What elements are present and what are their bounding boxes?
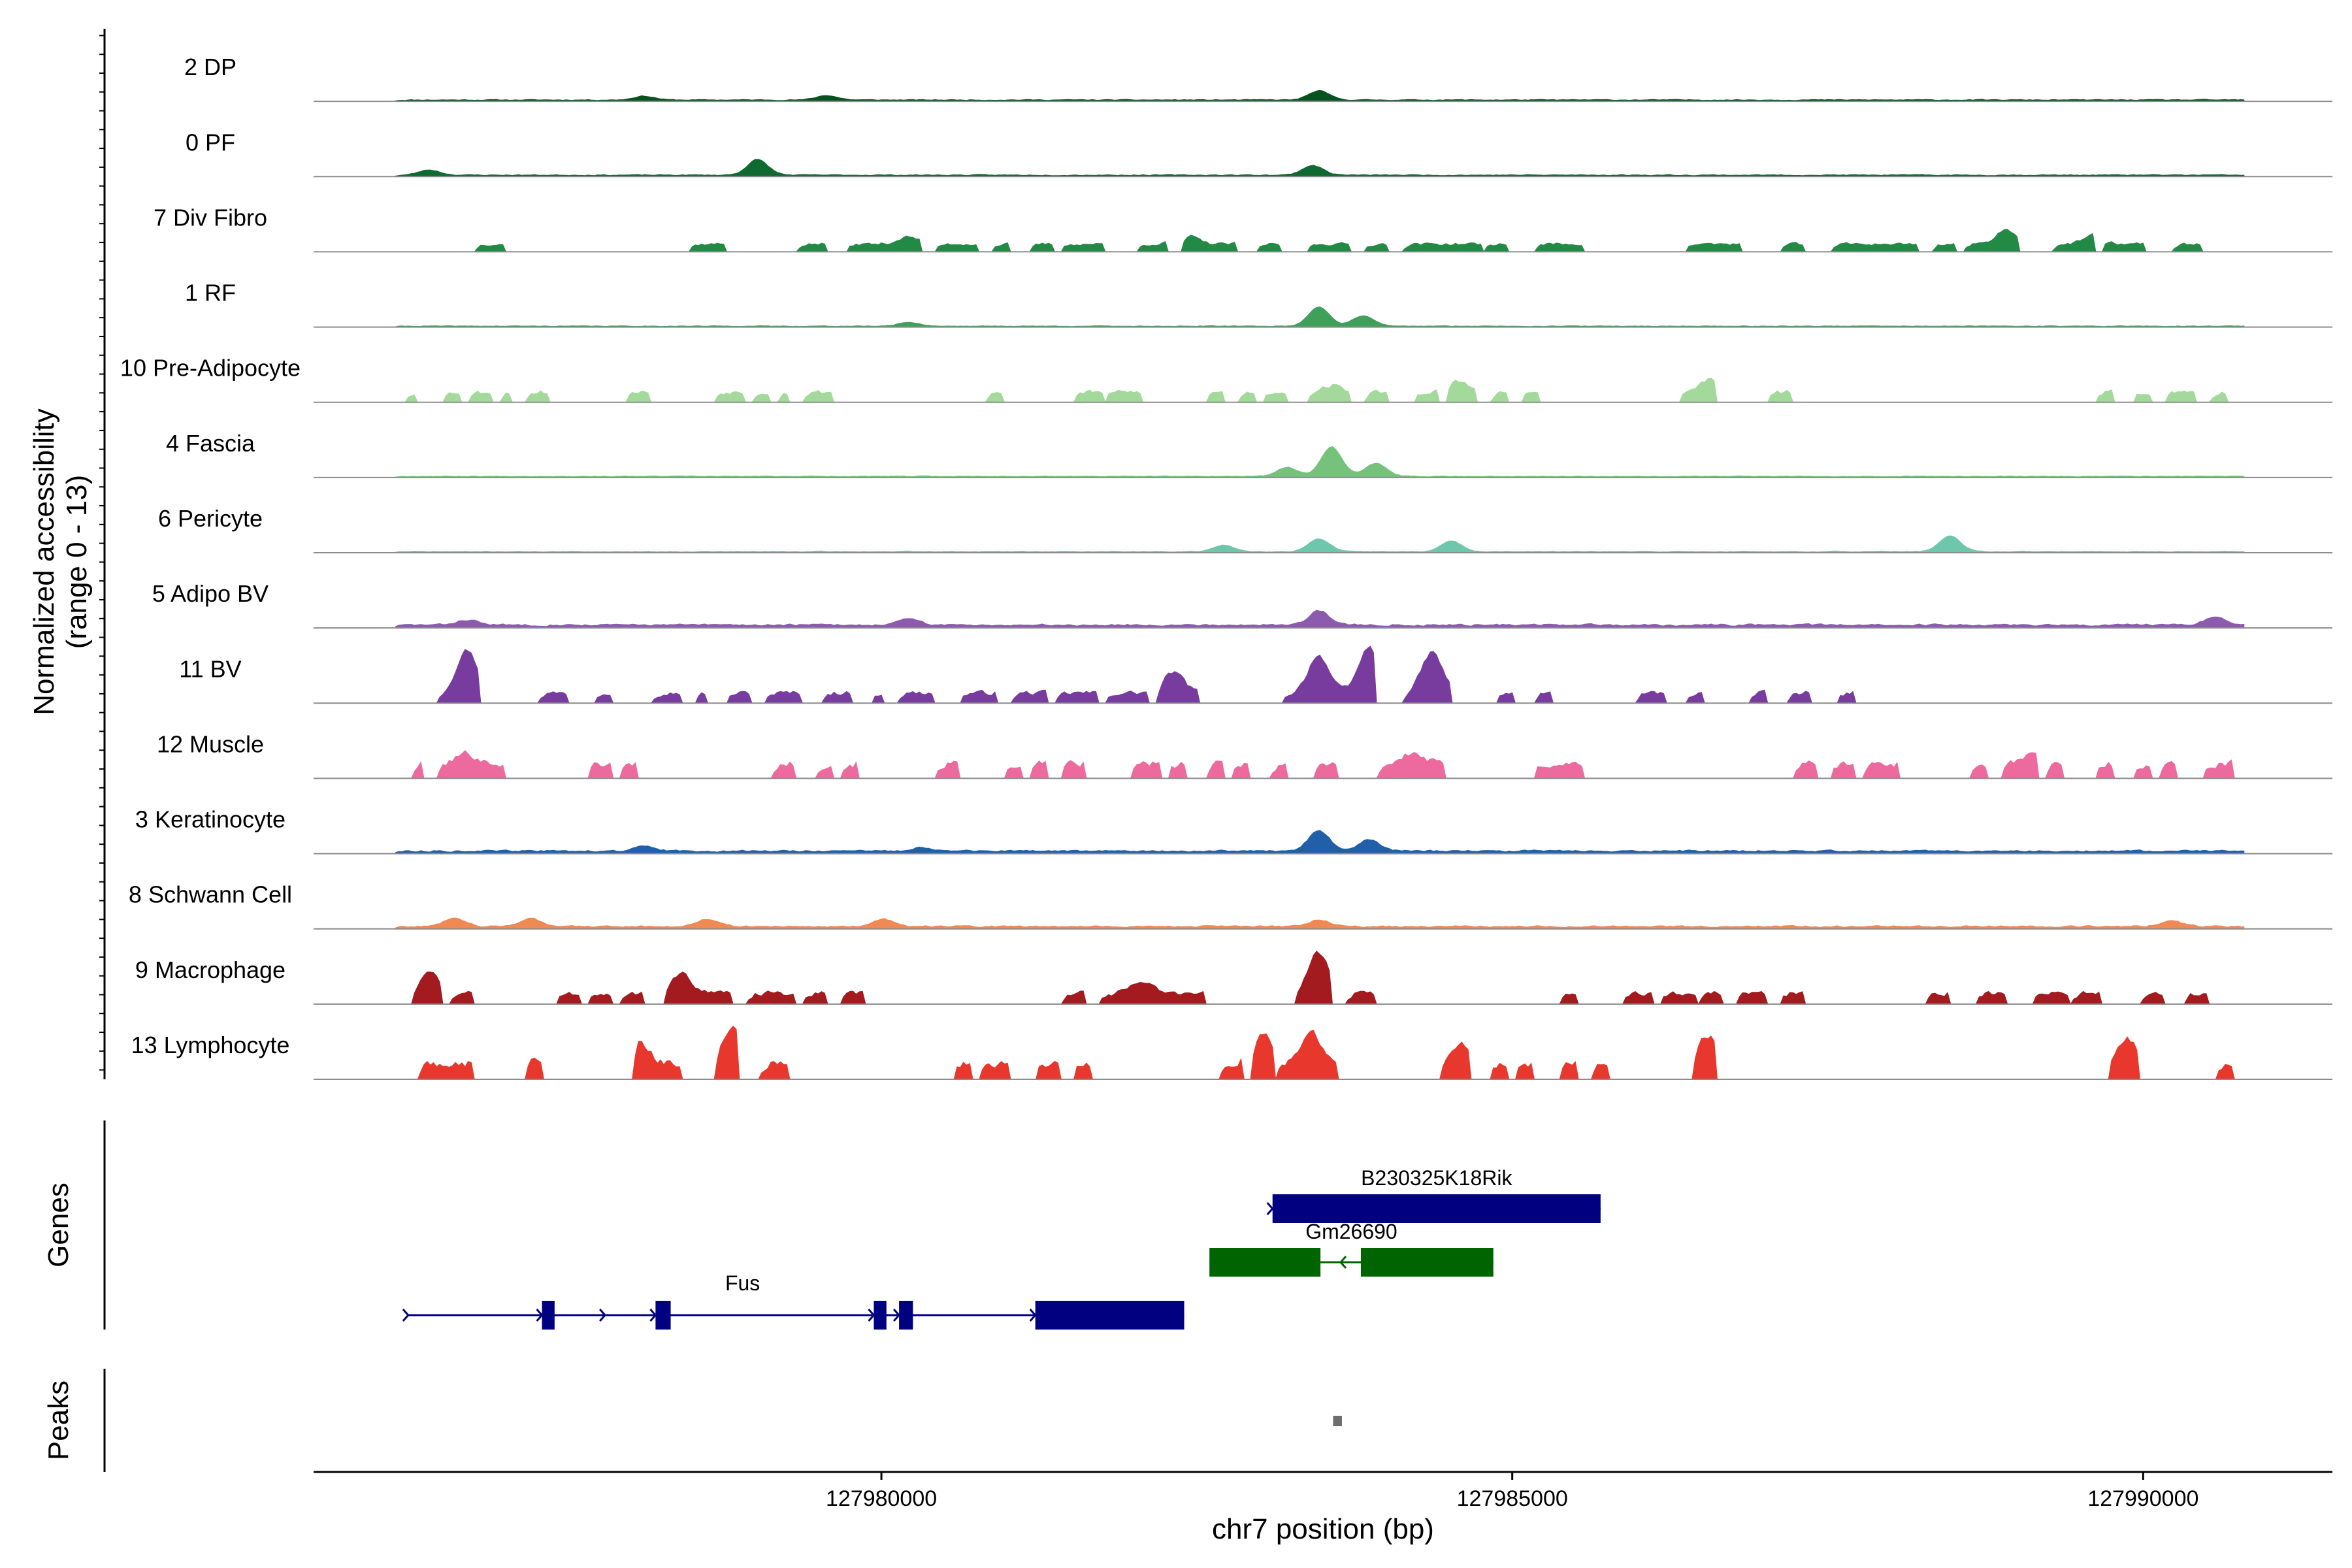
track-label: 12 Muscle — [157, 730, 264, 757]
track-label: 10 Pre-Adipocyte — [120, 355, 301, 382]
track-label: 13 Lymphocyte — [131, 1032, 290, 1058]
coverage-area — [395, 830, 2245, 855]
coverage-area — [395, 535, 2245, 553]
track-label: 0 PF — [186, 129, 235, 155]
x-tick-label: 127985000 — [1457, 1486, 1568, 1511]
x-tick-label: 127980000 — [826, 1486, 937, 1511]
peaks-label: Peaks — [42, 1380, 74, 1460]
track-label: 4 Fascia — [166, 430, 255, 457]
strand-arrow — [402, 1309, 410, 1322]
gene-label: Gm26690 — [1305, 1220, 1397, 1243]
gene-exon — [1360, 1248, 1494, 1277]
track-4-fascia: 4 Fascia — [166, 430, 2332, 478]
y-axis-title: Normalized accessibility — [28, 408, 60, 715]
gene-fus: Fus — [402, 1271, 1184, 1330]
track-11-bv: 11 BV — [179, 645, 2332, 704]
coverage-area — [395, 159, 2245, 177]
x-axis-title: chr7 position (bp) — [1212, 1513, 1434, 1545]
gene-exon — [542, 1301, 555, 1330]
gene-annotation-panel: B230325K18Rik Gm26690 Fus — [402, 1166, 1601, 1330]
x-tick-label: 127990000 — [2087, 1486, 2198, 1511]
track-2-dp: 2 DP — [184, 54, 2332, 103]
coverage-area — [395, 610, 2245, 629]
track-3-keratinocyte: 3 Keratinocyte — [135, 806, 2332, 855]
track-12-muscle: 12 Muscle — [157, 730, 2332, 779]
strand-arrow — [1339, 1256, 1347, 1269]
track-10-pre-adipocyte: 10 Pre-Adipocyte — [120, 355, 2332, 404]
coverage-area — [395, 446, 2245, 478]
gene-label: B230325K18Rik — [1361, 1166, 1512, 1190]
gene-label: Fus — [725, 1271, 760, 1295]
gene-exon — [899, 1301, 913, 1330]
peak-region — [1333, 1416, 1342, 1426]
track-8-schwann-cell: 8 Schwann Cell — [129, 881, 2332, 930]
gene-exon — [874, 1301, 887, 1330]
track-label: 9 Macrophage — [135, 956, 286, 983]
gene-exon — [1272, 1194, 1601, 1223]
gene-gm26690: Gm26690 — [1209, 1220, 1494, 1277]
coverage-area — [395, 1025, 2244, 1080]
track-label: 3 Keratinocyte — [135, 806, 286, 833]
track-label: 11 BV — [179, 655, 241, 682]
track-6-pericyte: 6 Pericyte — [158, 505, 2332, 553]
track-5-adipo-bv: 5 Adipo BV — [152, 580, 2332, 629]
coverage-area — [395, 306, 2245, 328]
strand-arrow — [598, 1309, 607, 1322]
coverage-tracks: 2 DP 0 PF 7 Div Fibro 1 RF 10 Pre-Adipocyte 4… — [120, 54, 2332, 1080]
track-9-macrophage: 9 Macrophage — [135, 951, 2332, 1005]
coverage-area — [395, 750, 2244, 779]
gene-b230325k18rik: B230325K18Rik — [1266, 1166, 1601, 1223]
genes-label: Genes — [42, 1183, 74, 1267]
track-0-pf: 0 PF — [186, 129, 2332, 178]
track-label: 6 Pericyte — [158, 505, 263, 532]
track-label: 5 Adipo BV — [152, 580, 269, 607]
coverage-area — [395, 951, 2244, 1005]
gene-exon — [655, 1301, 671, 1330]
track-label: 1 RF — [185, 280, 236, 306]
peaks-panel — [1333, 1416, 1342, 1426]
track-1-rf: 1 RF — [185, 280, 2332, 328]
coverage-area — [395, 917, 2245, 930]
y-axis-subtitle: (range 0 - 13) — [61, 475, 93, 649]
coverage-area — [395, 90, 2245, 102]
coverage-area — [395, 645, 2244, 704]
track-label: 7 Div Fibro — [154, 204, 267, 231]
gene-exon — [1035, 1301, 1184, 1330]
strand-arrow — [1266, 1202, 1274, 1215]
gene-exon — [1209, 1248, 1321, 1277]
coverage-area — [395, 229, 2244, 253]
track-13-lymphocyte: 13 Lymphocyte — [131, 1025, 2332, 1080]
x-axis-ticks: 127980000 127985000 127990000 — [826, 1472, 2198, 1511]
track-label: 2 DP — [184, 54, 237, 80]
track-label: 8 Schwann Cell — [129, 881, 292, 908]
track-7-div-fibro: 7 Div Fibro — [154, 204, 2332, 253]
accessibility-y-axis — [99, 29, 106, 1079]
coverage-area — [395, 378, 2244, 404]
